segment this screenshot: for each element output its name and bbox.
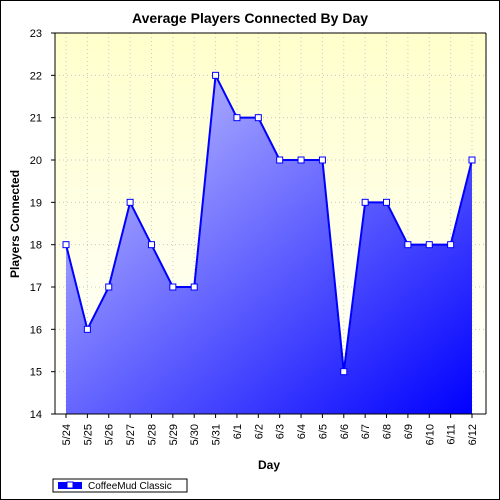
- x-tick-label: 5/29: [168, 424, 180, 445]
- y-tick-label: 20: [30, 155, 42, 167]
- y-tick-label: 17: [30, 282, 42, 294]
- data-point-marker: [297, 156, 305, 164]
- x-tick-label: 6/1: [232, 424, 244, 439]
- data-point-marker: [425, 241, 433, 249]
- x-tick-labels: 5/24 5/25 5/26 5/27 5/28 5/29 5/30 5/31 6/1 6/2 6/…: [61, 414, 479, 445]
- x-tick-label: 5/28: [146, 424, 158, 445]
- y-tick-label: 23: [30, 28, 42, 40]
- x-tick-label: 6/2: [253, 424, 265, 439]
- data-point-marker: [62, 241, 70, 249]
- data-point-marker: [361, 198, 369, 206]
- x-tick-label: 6/5: [317, 424, 329, 439]
- legend: CoffeeMud Classic: [52, 478, 188, 493]
- x-tick-label: 6/7: [360, 424, 372, 439]
- y-tick-label: 22: [30, 70, 42, 82]
- data-point-marker: [276, 156, 284, 164]
- area-fill: [66, 75, 472, 414]
- series-line: [65, 71, 473, 372]
- y-axis-title: Players Connected: [8, 170, 22, 278]
- x-tick-label: 5/27: [125, 424, 137, 445]
- data-point-marker: [105, 283, 113, 291]
- data-point-marker: [318, 156, 326, 164]
- data-point-marker: [83, 325, 91, 333]
- data-point-marker: [190, 283, 198, 291]
- x-tick-label: 6/10: [424, 424, 436, 445]
- y-tick-label: 15: [30, 367, 42, 379]
- data-point-marker: [147, 241, 155, 249]
- legend-label: CoffeeMud Classic: [88, 481, 172, 492]
- data-point-marker: [340, 368, 348, 376]
- x-tick-label: 5/31: [211, 424, 223, 445]
- y-tick-label: 18: [30, 240, 42, 252]
- x-tick-label: 5/30: [189, 424, 201, 445]
- x-tick-label: 6/6: [339, 424, 351, 439]
- data-point-marker: [383, 198, 391, 206]
- data-point-marker: [468, 156, 476, 164]
- x-tick-label: 6/9: [403, 424, 415, 439]
- data-point-marker: [212, 71, 220, 79]
- legend-marker: [66, 481, 74, 489]
- data-point-marker: [254, 114, 262, 122]
- chart-title: Average Players Connected By Day: [132, 10, 368, 26]
- data-point-marker: [233, 114, 241, 122]
- markers: [62, 71, 476, 376]
- x-axis-title: Day: [258, 458, 280, 472]
- x-tick-label: 6/11: [446, 424, 458, 445]
- x-tick-label: 6/4: [296, 424, 308, 439]
- y-tick-labels: 14 15 16 17 18 19 20 21 22 23: [30, 28, 55, 421]
- y-tick-label: 19: [30, 197, 42, 209]
- data-point-marker: [447, 241, 455, 249]
- x-tick-label: 5/24: [61, 424, 73, 445]
- y-tick-label: 16: [30, 324, 42, 336]
- x-tick-label: 5/26: [104, 424, 116, 445]
- x-tick-label: 6/12: [467, 424, 479, 445]
- data-point-marker: [126, 198, 134, 206]
- legend-box: [52, 478, 188, 493]
- data-point-marker: [404, 241, 412, 249]
- data-point-marker: [169, 283, 177, 291]
- x-tick-label: 5/25: [82, 424, 94, 445]
- y-tick-label: 21: [30, 113, 42, 125]
- y-tick-label: 14: [30, 409, 42, 421]
- x-tick-label: 6/8: [382, 424, 394, 439]
- x-tick-label: 6/3: [275, 424, 287, 439]
